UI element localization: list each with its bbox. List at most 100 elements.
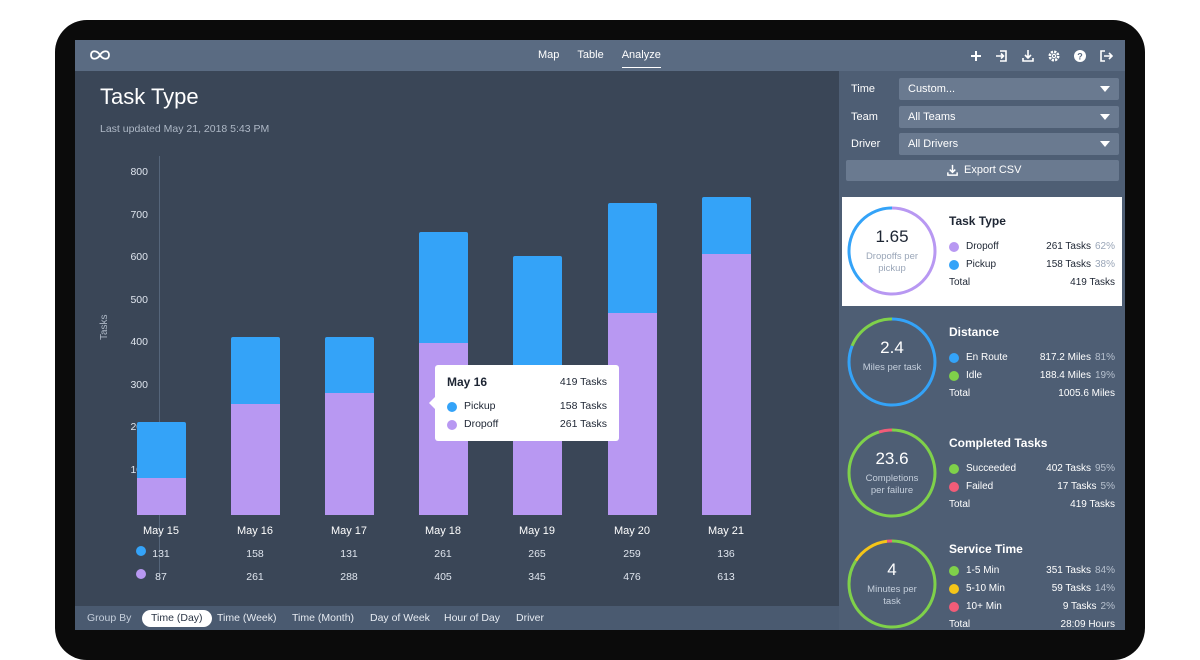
summary-card-task-type[interactable]: 1.65 Dropoffs per pickup Task Type Dropoff 2…	[842, 197, 1122, 306]
legend-value: 59 Tasks 14%	[1052, 583, 1115, 594]
caret-down-icon	[1100, 141, 1110, 147]
bar-segment-dropoff[interactable]	[701, 254, 751, 515]
help-icon[interactable]: ?	[1073, 49, 1087, 63]
pickup-count-label: 131	[340, 548, 358, 560]
driver-filter-row: Driver All Drivers	[839, 133, 1125, 155]
pickup-count-label: 131	[152, 548, 170, 560]
group-driver[interactable]: Driver	[516, 612, 544, 624]
legend-label: 5-10 Min	[966, 583, 1005, 594]
donut-ring	[847, 428, 937, 518]
legend-row: Dropoff 261 Tasks 62%	[949, 239, 1115, 255]
bar-segment-pickup[interactable]	[512, 255, 562, 369]
pickup-legend-dot	[136, 546, 146, 556]
tooltip-dropoff-value: 261 Tasks	[559, 418, 607, 430]
legend-label: En Route	[966, 352, 1008, 363]
x-tick-label: May 17	[330, 525, 368, 537]
total-label: Total	[949, 499, 971, 510]
y-tick-label: 800	[130, 166, 148, 178]
pickup-count-label: 265	[528, 548, 546, 560]
legend-value: 351 Tasks 84%	[1046, 565, 1115, 576]
bar-segment-pickup[interactable]	[607, 202, 657, 313]
donut-segment	[847, 428, 937, 518]
legend-count: 351 Tasks	[1046, 565, 1091, 576]
bar-segment-pickup[interactable]	[230, 336, 280, 405]
total-value: 419 Tasks	[1070, 277, 1115, 288]
legend-row: Pickup 158 Tasks 38%	[949, 257, 1115, 273]
card-title: Distance	[949, 325, 1000, 339]
tooltip-total: 419 Tasks	[559, 376, 607, 388]
team-select-value: All Teams	[908, 111, 956, 123]
download-icon[interactable]	[1021, 49, 1035, 63]
dropoff-count-label: 288	[340, 571, 358, 583]
total-row: Total 419 Tasks	[949, 275, 1115, 291]
donut-segment	[847, 539, 937, 629]
bar-segment-pickup[interactable]	[324, 336, 374, 393]
bar-may-20[interactable]	[607, 202, 657, 515]
import-icon[interactable]	[995, 49, 1009, 63]
x-tick-label: May 19	[518, 525, 556, 537]
legend-dot	[949, 602, 959, 612]
dropoff-count-label: 405	[434, 571, 452, 583]
nav-analyze[interactable]: Analyze	[621, 40, 661, 71]
legend-count: 261 Tasks	[1046, 241, 1091, 252]
team-select[interactable]: All Teams	[899, 106, 1119, 128]
legend-label: Failed	[966, 481, 994, 492]
export-csv-button[interactable]: Export CSV	[846, 160, 1119, 181]
legend-value: 817.2 Miles 81%	[1040, 352, 1115, 363]
legend-row: Failed 17 Tasks 5%	[949, 479, 1115, 495]
metric-caption: Miles per task	[862, 362, 922, 373]
metric-caption: Minutes per task	[867, 584, 917, 607]
bar-may-21[interactable]	[701, 196, 751, 515]
group-time-day[interactable]: Time (Day)	[142, 609, 212, 627]
group-by-label: Group By	[87, 612, 132, 624]
legend-count: 59 Tasks	[1051, 583, 1091, 594]
bar-segment-dropoff[interactable]	[136, 478, 186, 515]
legend-label: Dropoff	[966, 241, 999, 252]
tooltip-pickup-dot	[447, 402, 457, 412]
nav-table[interactable]: Table	[577, 49, 604, 61]
gear-icon[interactable]	[1047, 49, 1061, 63]
summary-card-distance[interactable]: 2.4 Miles per task Distance En Route 817.2 M…	[842, 308, 1122, 417]
y-tick-label: 300	[130, 378, 148, 391]
legend-percent: 81%	[1094, 352, 1115, 363]
legend-percent: 2%	[1100, 601, 1115, 612]
donut-ring	[847, 539, 937, 629]
dropoff-count-label: 87	[155, 571, 167, 583]
pickup-count-label: 261	[434, 548, 452, 560]
bar-segment-dropoff[interactable]	[324, 392, 374, 515]
legend-dot	[949, 242, 959, 252]
logout-icon[interactable]	[1099, 49, 1114, 63]
add-icon[interactable]	[969, 49, 983, 63]
nav-map[interactable]: Map	[538, 49, 560, 61]
legend-row: 10+ Min 9 Tasks 2%	[949, 599, 1115, 615]
legend-dot	[949, 566, 959, 576]
bar-segment-pickup[interactable]	[701, 196, 751, 255]
time-select[interactable]: Custom...	[899, 78, 1119, 100]
main-nav: Map Table Analyze	[538, 40, 661, 71]
y-tick-label: 600	[130, 251, 148, 263]
bar-segment-pickup[interactable]	[136, 422, 186, 479]
bar-may-15[interactable]	[136, 422, 186, 515]
toolbar: ?	[969, 40, 1114, 71]
legend-label: Pickup	[966, 259, 997, 270]
bar-may-16[interactable]	[230, 336, 280, 515]
group-hour-of-day[interactable]: Hour of Day	[444, 612, 501, 624]
infinity-logo-icon[interactable]	[87, 47, 113, 63]
x-tick-label: May 16	[236, 525, 274, 537]
caret-down-icon	[1100, 114, 1110, 120]
legend-row: En Route 817.2 Miles 81%	[949, 350, 1115, 366]
driver-select-value: All Drivers	[908, 138, 959, 150]
bar-segment-dropoff[interactable]	[230, 404, 280, 515]
bar-segment-pickup[interactable]	[418, 231, 468, 343]
bar-may-17[interactable]	[324, 336, 374, 515]
summary-card-service-time[interactable]: 4 Minutes per task Service Time 1-5 Min 351 …	[842, 530, 1122, 630]
group-time-month[interactable]: Time (Month)	[292, 612, 355, 624]
team-filter-row: Team All Teams	[839, 106, 1125, 128]
driver-select[interactable]: All Drivers	[899, 133, 1119, 155]
group-time-week[interactable]: Time (Week)	[217, 612, 277, 624]
dropoff-count-label: 613	[717, 571, 735, 583]
donut-segment	[847, 206, 937, 296]
group-day-of-week[interactable]: Day of Week	[370, 612, 430, 624]
time-select-value: Custom...	[908, 83, 956, 95]
summary-card-completed-tasks[interactable]: 23.6 Completions per failure Completed Tas…	[842, 419, 1122, 528]
